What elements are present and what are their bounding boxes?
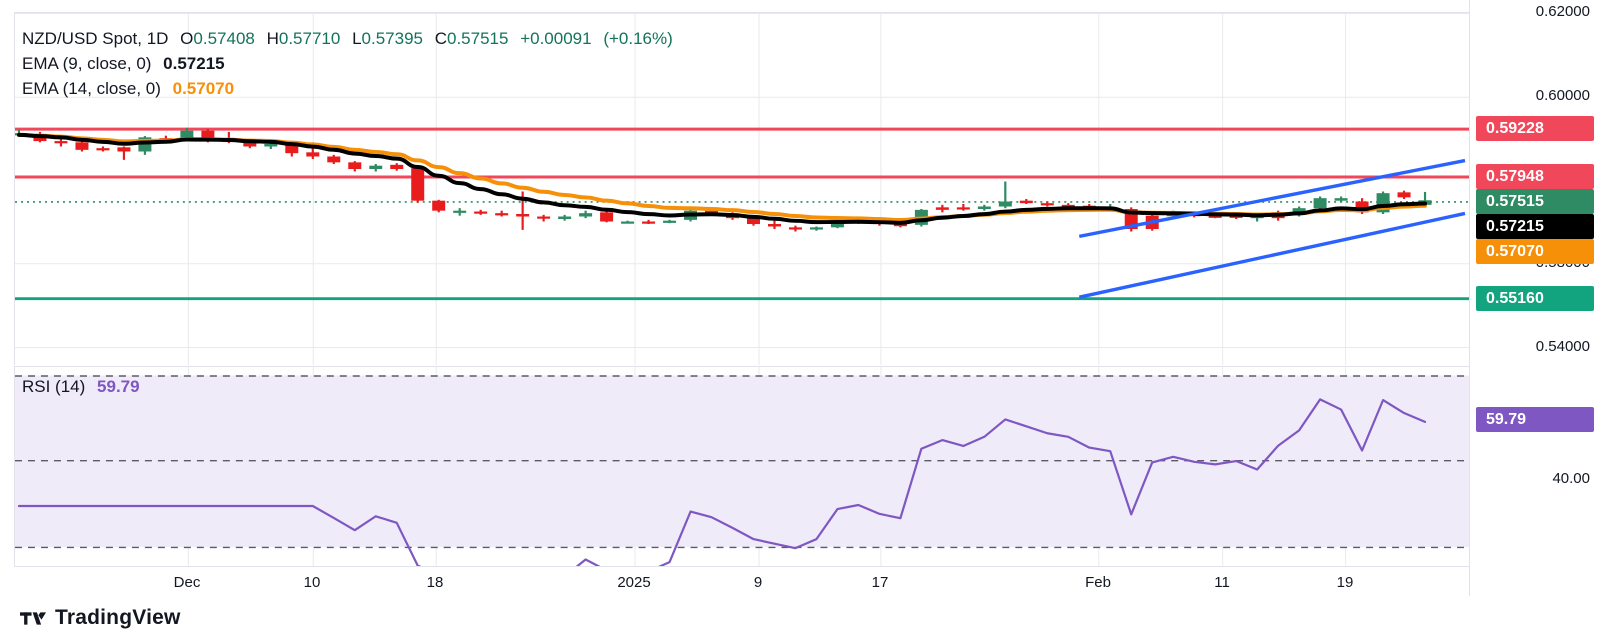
time-axis-label: 17 xyxy=(871,574,889,591)
tradingview-logo[interactable]: TradingView xyxy=(20,606,181,630)
resistance-2-badge[interactable]: 0.57948 xyxy=(1476,164,1594,189)
candle-body xyxy=(180,130,194,139)
rsi-badge[interactable]: 59.79 xyxy=(1476,407,1594,432)
price-chart-pane[interactable] xyxy=(14,12,1469,365)
price-axis[interactable]: 0.620000.600000.580000.5400040.000.59228… xyxy=(1469,0,1601,596)
price-axis-tick: 0.62000 xyxy=(1535,3,1590,20)
time-axis-label: 19 xyxy=(1336,574,1354,591)
candle-body xyxy=(767,224,781,227)
time-axis-label: 9 xyxy=(753,574,763,591)
candle-body xyxy=(306,152,320,157)
candle-body xyxy=(453,210,467,213)
price-axis-tick: 0.54000 xyxy=(1535,338,1590,355)
time-axis-label: Feb xyxy=(1085,574,1111,591)
rsi-chart-canvas[interactable] xyxy=(15,367,1469,566)
candle-body xyxy=(663,220,677,223)
candle-body xyxy=(558,216,572,220)
candle-body xyxy=(327,156,341,163)
candle-body xyxy=(956,207,970,210)
candle-body xyxy=(935,207,949,210)
candle-body xyxy=(579,213,593,217)
candle-body xyxy=(390,164,404,170)
time-axis-label: 10 xyxy=(303,574,321,591)
candle-body xyxy=(1208,215,1222,218)
candle-body xyxy=(998,201,1012,207)
time-axis-label: Dec xyxy=(173,574,201,591)
candle-body xyxy=(1229,215,1243,218)
time-axis-label: 11 xyxy=(1214,574,1230,591)
candle-body xyxy=(1292,208,1306,213)
candle-body xyxy=(117,147,131,152)
ema9-badge[interactable]: 0.57215 xyxy=(1476,214,1594,239)
candle-body xyxy=(621,221,635,224)
ema14-badge[interactable]: 0.57070 xyxy=(1476,239,1594,264)
candle-body xyxy=(75,142,89,150)
candle-body xyxy=(1019,200,1033,204)
channel-upper-trendline xyxy=(1078,158,1466,239)
channel-lower-trendline xyxy=(1078,211,1466,299)
candle-body xyxy=(1313,198,1327,209)
time-axis[interactable]: Dec 10 18 2025 9 17 Feb 11 19 xyxy=(14,566,1469,596)
candle-body xyxy=(830,221,844,228)
candle-body xyxy=(1061,204,1075,208)
rsi-line xyxy=(17,398,1427,566)
candle-body xyxy=(243,141,257,147)
time-axis-label: 18 xyxy=(426,574,444,591)
resistance-1-badge[interactable]: 0.59228 xyxy=(1476,116,1594,141)
candle-body xyxy=(369,165,383,170)
price-chart-canvas[interactable] xyxy=(15,13,1469,365)
candle-body xyxy=(411,168,425,201)
candle-body xyxy=(432,200,446,211)
time-axis-label: 2025 xyxy=(617,574,651,591)
candle-body xyxy=(348,162,362,170)
price-axis-tick: 0.60000 xyxy=(1535,87,1590,104)
candle-body xyxy=(705,210,719,214)
candle-body xyxy=(977,206,991,210)
rsi-indicator-pane[interactable] xyxy=(14,366,1469,566)
last-price-badge[interactable]: 0.57515 xyxy=(1476,189,1594,214)
rsi-axis-tick: 40.00 xyxy=(1552,470,1590,487)
candle-body xyxy=(788,227,802,230)
candle-body xyxy=(537,216,551,219)
candle-body xyxy=(642,221,656,224)
candle-body xyxy=(96,148,110,151)
tradingview-mark-icon xyxy=(20,611,46,625)
candle-body xyxy=(893,224,907,227)
candle-body xyxy=(264,144,278,147)
candle-body xyxy=(809,227,823,230)
candle-body xyxy=(54,141,68,144)
candle-body xyxy=(1355,201,1369,213)
candle-body xyxy=(746,218,760,225)
candle-body xyxy=(1040,203,1054,206)
candle-body xyxy=(285,144,299,154)
candle-body xyxy=(600,212,614,222)
tradingview-wordmark: TradingView xyxy=(55,606,181,629)
candle-body xyxy=(516,214,530,217)
candle-body xyxy=(1397,192,1411,198)
candle-body xyxy=(1334,198,1348,201)
footer: TradingView xyxy=(14,596,1601,644)
support-badge[interactable]: 0.55160 xyxy=(1476,286,1594,311)
candle-body xyxy=(495,213,509,216)
candle-body xyxy=(201,130,215,140)
candle-body xyxy=(474,211,488,214)
